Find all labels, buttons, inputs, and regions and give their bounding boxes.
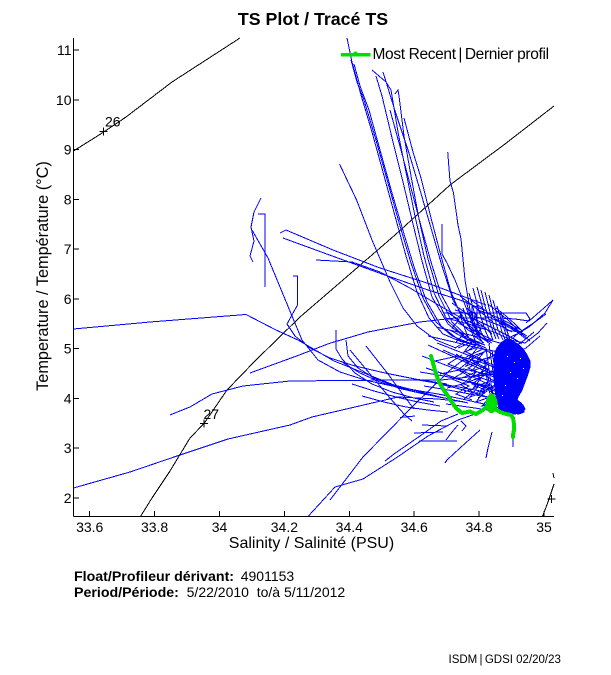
svg-text:Float/Profileur dérivant: 490: Float/Profileur dérivant: 4901153: [74, 568, 294, 585]
svg-text:35: 35: [536, 519, 552, 535]
svg-text:9: 9: [64, 142, 72, 158]
svg-text:TS Plot / Tracé TS: TS Plot / Tracé TS: [238, 9, 388, 29]
svg-text:27: 27: [204, 406, 220, 422]
svg-text:4: 4: [64, 390, 72, 406]
svg-text:34.8: 34.8: [465, 519, 492, 535]
svg-text:10: 10: [56, 92, 72, 108]
svg-text:34.4: 34.4: [336, 519, 363, 535]
svg-text:34: 34: [212, 519, 228, 535]
svg-text:33.8: 33.8: [141, 519, 168, 535]
svg-text:Temperature / Température (°C): Temperature / Température (°C): [34, 161, 52, 391]
svg-text:33.6: 33.6: [76, 519, 103, 535]
svg-text:6: 6: [64, 291, 72, 307]
svg-text:34.2: 34.2: [271, 519, 298, 535]
svg-text:34.6: 34.6: [401, 519, 428, 535]
svg-text:3: 3: [64, 440, 72, 456]
svg-text:26: 26: [105, 114, 121, 130]
svg-text:11: 11: [57, 42, 72, 58]
svg-text:7: 7: [64, 241, 72, 257]
svg-text:2: 2: [64, 490, 72, 506]
svg-text:Period/Période: 5/22/2010 to: Period/Période: 5/22/2010 to/à 5/11/2012: [74, 584, 345, 601]
svg-text:Most Recent | Dernier profil: Most Recent | Dernier profil: [373, 46, 549, 63]
svg-text:8: 8: [64, 191, 72, 207]
svg-text:5: 5: [64, 341, 72, 357]
svg-text:Salinity / Salinité (PSU): Salinity / Salinité (PSU): [229, 535, 394, 552]
svg-text:ISDM | GDSI 02/20/23: ISDM | GDSI 02/20/23: [449, 654, 561, 666]
